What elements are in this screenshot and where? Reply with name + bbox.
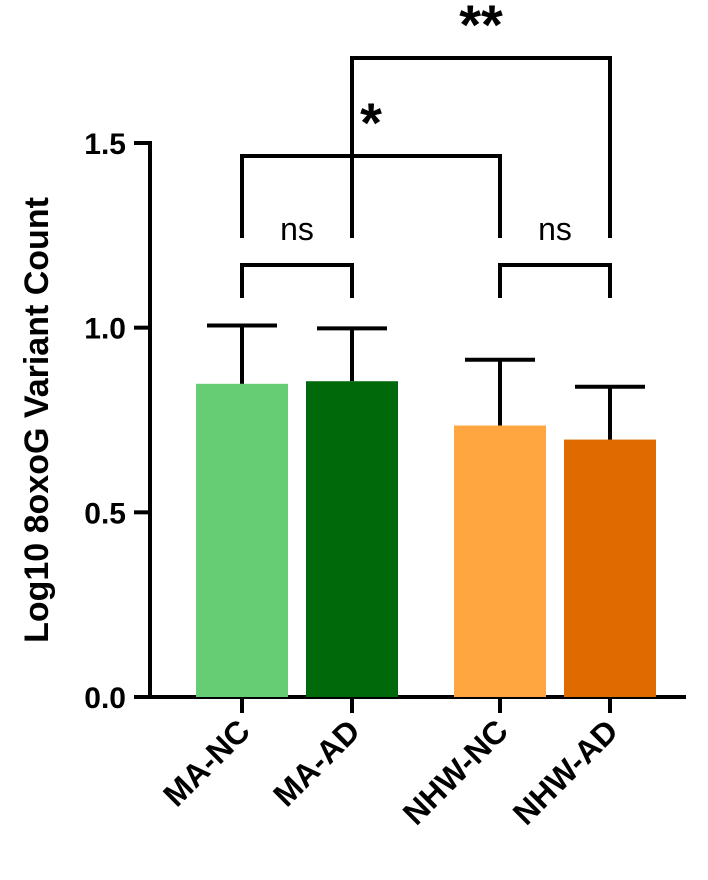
y-tick-label: 0.0 — [84, 682, 126, 715]
significance-brackets — [240, 56, 612, 298]
significance-bracket — [498, 263, 612, 298]
y-tick-label: 1.0 — [84, 313, 126, 346]
bar-ma-ad — [306, 381, 398, 697]
bars — [196, 381, 656, 697]
significance-label: ns — [280, 211, 314, 247]
significance-label: ** — [459, 0, 503, 56]
category-label: NHW-AD — [506, 712, 625, 831]
category-label: NHW-NC — [396, 712, 515, 831]
bar-nhw-ad — [564, 439, 656, 697]
category-label: MA-NC — [156, 712, 257, 813]
significance-label: * — [360, 91, 382, 154]
y-tick-label: 0.5 — [84, 497, 126, 530]
y-axis-label: Log10 8oxoG Variant Count — [18, 197, 56, 643]
significance-label: ns — [538, 211, 572, 247]
bar-nhw-nc — [454, 425, 546, 697]
significance-bracket — [240, 263, 354, 298]
y-tick-label: 1.5 — [84, 128, 126, 161]
category-label: MA-AD — [266, 712, 367, 813]
error-bars — [207, 323, 645, 440]
significance-bracket — [240, 154, 502, 238]
significance-bracket — [350, 56, 612, 238]
bar-ma-nc — [196, 383, 288, 697]
